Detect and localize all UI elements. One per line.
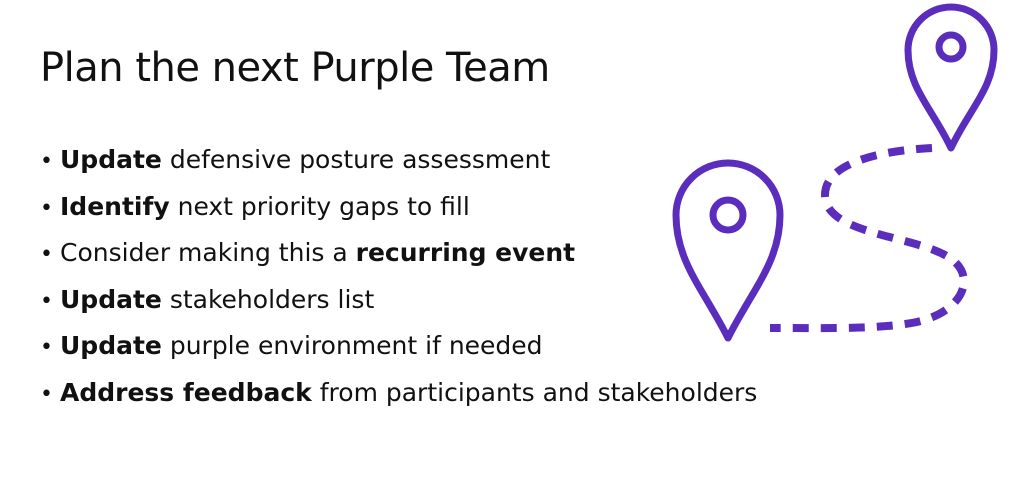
bullet-item: • Address feedback from participants and… <box>40 375 757 422</box>
map-pin-icon <box>672 159 784 342</box>
bullet-before: Consider making this a <box>60 238 356 267</box>
bullet-emphasis: Update <box>60 145 162 174</box>
bullet-text: Update stakeholders list <box>60 282 374 318</box>
bullet-item: • Update defensive posture assessment <box>40 142 757 189</box>
bullet-item: • Update stakeholders list <box>40 282 757 329</box>
bullet-text: Consider making this a recurring event <box>60 235 575 271</box>
bullet-after: defensive posture assessment <box>161 145 551 174</box>
bullet-after: from participants and stakeholders <box>311 377 758 407</box>
pin-center-circle <box>709 196 747 234</box>
bullet-after: next priority gaps to fill <box>169 191 470 221</box>
bullet-dot: • <box>40 381 53 407</box>
bullet-item: • Update purple environment if needed <box>40 328 757 375</box>
bullet-text: Address feedback from participants and s… <box>60 375 757 411</box>
map-pin-icon <box>904 3 998 152</box>
bullet-text: Identify next priority gaps to fill <box>60 189 470 225</box>
route-illustration <box>672 3 998 342</box>
bullet-dot: • <box>40 149 53 174</box>
dashed-route-path <box>769 144 968 333</box>
pin-outline <box>904 3 998 152</box>
bullet-list: • Update defensive posture assessment • … <box>40 142 757 421</box>
bullet-emphasis: recurring event <box>355 238 576 267</box>
bullet-item: • Identify next priority gaps to fill <box>40 189 757 236</box>
bullet-item: • Consider making this a recurring event <box>40 235 757 282</box>
bullet-dot: • <box>40 242 53 267</box>
bullet-dot: • <box>40 195 53 221</box>
bullet-dot: • <box>40 335 53 360</box>
bullet-emphasis: Update <box>60 331 162 360</box>
bullet-text: Update purple environment if needed <box>60 328 543 364</box>
pin-outline <box>672 159 784 342</box>
slide-title: Plan the next Purple Team <box>40 45 550 91</box>
bullet-after: stakeholders list <box>161 284 375 314</box>
bullet-text: Update defensive posture assessment <box>60 142 550 178</box>
bullet-emphasis: Identify <box>60 191 170 221</box>
bullet-dot: • <box>40 288 53 314</box>
bullet-emphasis: Update <box>60 284 162 314</box>
bullet-after: purple environment if needed <box>161 331 543 360</box>
bullet-emphasis: Address feedback <box>60 377 312 407</box>
pin-center-circle <box>935 31 967 63</box>
